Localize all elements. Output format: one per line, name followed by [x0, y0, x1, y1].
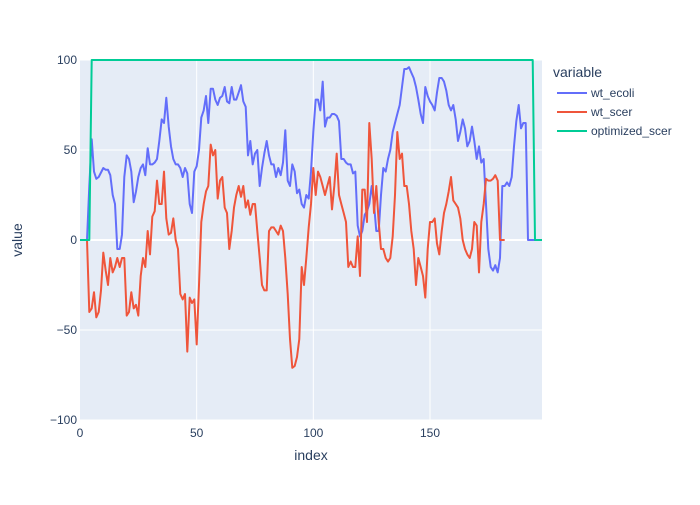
- y-tick-label: 100: [57, 53, 77, 67]
- legend-title: variable: [553, 64, 602, 80]
- legend: variable wt_ecoli wt_scer optimized_scer: [553, 64, 672, 138]
- legend-item-wt-ecoli[interactable]: wt_ecoli: [557, 86, 634, 100]
- legend-label: wt_scer: [590, 105, 632, 119]
- series-line-wt-ecoli: [80, 66, 535, 274]
- legend-items: wt_ecoli wt_scer optimized_scer: [557, 86, 672, 138]
- legend-item-optimized-scer[interactable]: optimized_scer: [557, 124, 672, 138]
- y-tick-label: 0: [70, 233, 77, 247]
- series-line-optimized-scer: [80, 59, 542, 241]
- legend-label: optimized_scer: [591, 124, 672, 138]
- legend-item-wt-scer[interactable]: wt_scer: [557, 105, 632, 119]
- y-tick-label: −100: [50, 413, 77, 427]
- y-tick-label: −50: [57, 323, 78, 337]
- tick-labels: 0 50 100 150 100 50 0 −50 −100: [50, 53, 440, 440]
- x-tick-label: 0: [77, 426, 84, 440]
- legend-label: wt_ecoli: [590, 86, 634, 100]
- x-tick-label: 150: [420, 426, 440, 440]
- y-axis-title: value: [9, 223, 25, 257]
- x-tick-label: 50: [190, 426, 204, 440]
- x-tick-label: 100: [303, 426, 323, 440]
- y-tick-label: 50: [64, 143, 78, 157]
- series-lines: [80, 59, 542, 369]
- series-line-wt-scer: [80, 122, 505, 369]
- x-axis-title: index: [294, 447, 327, 463]
